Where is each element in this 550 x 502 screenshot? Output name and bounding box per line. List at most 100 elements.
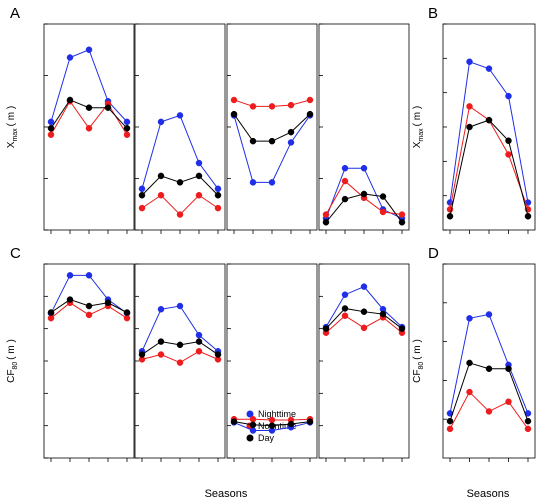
data-point-c-ls-day-4 (398, 325, 406, 332)
data-point-b-ls-ground-noontime-3 (505, 151, 512, 158)
data-point-a-sp-nighttime-0 (47, 118, 55, 126)
data-point-c-ffp-day-0 (230, 418, 238, 425)
y-axis-label-b: Xmax( m ) (412, 106, 425, 148)
data-point-c-km-day-4 (214, 351, 222, 358)
data-point-c-sp-day-1 (66, 296, 74, 303)
data-point-a-sp-day-4 (123, 125, 131, 132)
data-point-c-ffp-day-3 (287, 420, 295, 428)
data-point-a-ls-day-2 (360, 190, 368, 198)
plot-frame-a-ffp (226, 23, 318, 231)
panel-letter-c: C (10, 245, 21, 262)
y-axis-label-sub-d: 80 (418, 362, 425, 370)
data-point-a-ffp-day-0 (230, 110, 238, 118)
data-point-c-km-day-0 (138, 351, 146, 358)
data-point-a-ffp-day-1 (249, 137, 257, 145)
data-point-c-sp-day-3 (104, 299, 112, 307)
y-axis-label-main-d: CF (412, 370, 423, 383)
data-point-c-ls-day-1 (341, 305, 349, 312)
data-point-a-ffp-day-3 (287, 128, 295, 136)
data-point-a-ls-day-1 (341, 195, 349, 203)
data-point-a-ls-noontime-0 (322, 211, 330, 218)
data-point-c-km-noontime-3 (195, 348, 203, 355)
data-point-c-sp-day-4 (123, 309, 131, 316)
panel-letter-a: A (10, 5, 20, 22)
series-line-b-ls-ground-day (449, 119, 529, 217)
data-point-c-ffp-day-4 (306, 418, 314, 425)
data-point-a-sp-nighttime-2 (85, 46, 93, 53)
data-point-a-km-day-1 (157, 172, 165, 180)
y-axis-label-a: Xmax( m ) (6, 106, 19, 148)
data-point-d-ls-ground-day-4 (524, 417, 532, 425)
data-point-a-ls-noontime-4 (398, 211, 406, 218)
data-point-c-sp-day-0 (47, 309, 55, 316)
plot-frame-b-ls-ground (442, 23, 536, 231)
data-point-d-ls-ground-day-0 (446, 417, 454, 425)
data-point-a-ls-noontime-3 (379, 208, 387, 216)
data-point-a-ffp-noontime-1 (249, 103, 257, 110)
data-point-a-sp-day-0 (47, 125, 55, 132)
data-point-c-km-nighttime-1 (157, 306, 165, 313)
y-axis-label-sub-c: 80 (12, 362, 19, 370)
y-axis-label-sub-b: max (418, 128, 425, 142)
data-point-a-sp-nighttime-1 (66, 54, 74, 61)
data-point-a-km-day-0 (138, 191, 146, 199)
data-point-a-km-noontime-1 (157, 191, 165, 199)
data-point-a-km-nighttime-3 (195, 159, 203, 167)
series-line-a-ffp-day (233, 113, 311, 142)
y-axis-label-sub-a: max (12, 128, 19, 142)
y-axis-label-c: CF80 ( m ) (6, 339, 19, 383)
data-point-b-ls-ground-nighttime-2 (485, 65, 493, 72)
panel-letter-d: D (428, 245, 439, 262)
data-point-a-ffp-nighttime-2 (268, 179, 276, 186)
data-point-a-sp-noontime-0 (47, 131, 55, 138)
data-point-c-km-noontime-1 (157, 351, 165, 358)
data-point-c-ls-nighttime-2 (360, 283, 368, 290)
data-point-a-ffp-noontime-3 (287, 101, 295, 109)
data-point-b-ls-ground-day-3 (505, 137, 512, 144)
data-point-a-ls-noontime-1 (341, 177, 349, 185)
data-point-c-ffp-nighttime-1 (249, 427, 257, 434)
y-axis-label-d: CF80 ( m ) (412, 339, 425, 383)
data-point-b-ls-ground-noontime-1 (466, 103, 473, 110)
plot-frame-c-ls (318, 263, 410, 459)
data-point-c-sp-day-2 (85, 302, 93, 310)
data-point-a-km-noontime-0 (138, 204, 146, 212)
data-point-c-ls-noontime-1 (341, 312, 349, 319)
data-point-b-ls-ground-day-2 (485, 116, 493, 124)
data-point-d-ls-ground-day-2 (485, 365, 493, 373)
data-point-c-ls-noontime-2 (360, 324, 368, 332)
data-point-a-km-day-4 (214, 191, 222, 199)
data-point-c-sp-noontime-2 (85, 311, 93, 319)
data-point-c-sp-nighttime-1 (66, 272, 74, 279)
data-point-a-km-nighttime-0 (138, 185, 146, 193)
data-point-a-km-noontime-4 (214, 204, 222, 212)
data-point-c-ls-nighttime-1 (341, 291, 349, 298)
data-point-c-sp-noontime-0 (47, 314, 55, 322)
data-point-c-sp-noontime-4 (123, 314, 131, 322)
data-point-b-ls-ground-day-4 (524, 213, 532, 220)
data-point-a-sp-day-2 (85, 104, 93, 111)
data-point-d-ls-ground-nighttime-2 (485, 311, 493, 318)
data-point-a-km-nighttime-4 (214, 185, 222, 193)
x-axis-label-left: Seasons (205, 488, 248, 500)
data-point-d-ls-ground-noontime-2 (485, 408, 493, 415)
data-point-a-ls-day-0 (322, 219, 330, 226)
series-line-b-ls-ground-nighttime (449, 61, 529, 203)
data-point-d-ls-ground-nighttime-1 (466, 315, 473, 322)
data-point-c-ffp-day-1 (249, 421, 257, 429)
panel-letter-b: B (428, 5, 438, 22)
data-point-c-km-nighttime-2 (176, 302, 184, 310)
y-axis-label-unit-b: ( m ) (412, 106, 423, 127)
data-point-a-ls-day-4 (398, 219, 406, 226)
data-point-a-ffp-day-2 (268, 137, 276, 145)
data-point-c-km-nighttime-3 (195, 331, 203, 339)
data-point-d-ls-ground-noontime-0 (446, 425, 454, 433)
data-point-b-ls-ground-day-0 (446, 213, 454, 220)
data-point-a-ls-nighttime-1 (341, 164, 349, 172)
data-point-a-ls-day-3 (379, 193, 387, 200)
data-point-c-km-day-3 (195, 338, 203, 345)
data-point-d-ls-ground-day-1 (466, 359, 473, 367)
y-axis-label-main-c: CF (6, 370, 17, 383)
data-point-c-ffp-day-2 (268, 422, 276, 429)
legend-label-day: Day (258, 433, 275, 443)
